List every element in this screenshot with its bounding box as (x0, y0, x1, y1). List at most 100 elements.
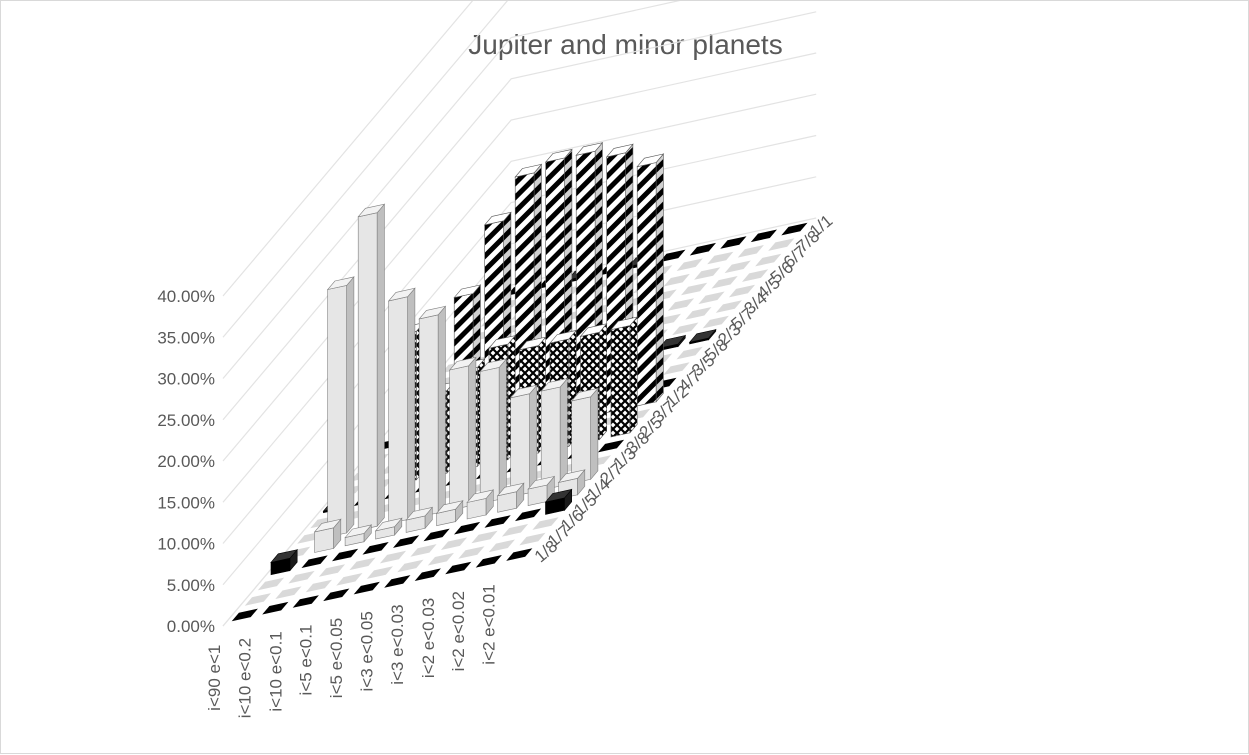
bar (471, 530, 498, 544)
bar (519, 532, 546, 546)
bar (597, 439, 625, 453)
gridline (222, 134, 817, 544)
bar (374, 517, 403, 540)
bar (466, 489, 495, 520)
bar (448, 356, 477, 511)
bar (244, 593, 271, 606)
bar (755, 253, 782, 267)
bar (440, 537, 468, 550)
bar (410, 544, 437, 557)
category-axis-label: i<2 e<0.01 (480, 584, 499, 664)
bar (349, 557, 376, 571)
bar (445, 561, 472, 575)
bar (262, 601, 289, 615)
y-tick-label: 30.00% (157, 370, 215, 389)
gridline (222, 93, 817, 503)
category-axis-label: i<5 e<0.1 (297, 625, 316, 696)
bar (384, 575, 411, 588)
bar (688, 328, 717, 345)
bar (496, 482, 525, 513)
bar (362, 542, 389, 555)
bar (275, 586, 302, 599)
bar (288, 570, 315, 584)
bar (506, 548, 533, 561)
bar (475, 555, 502, 568)
bar (724, 260, 751, 274)
bar (357, 203, 386, 531)
category-axis-label: i<3 e<0.03 (388, 604, 407, 684)
bar (515, 508, 542, 522)
bar (663, 273, 690, 287)
bar (768, 238, 795, 251)
category-axis-label: i<90 e<1 (205, 645, 224, 711)
bar (728, 284, 756, 298)
bar (301, 555, 328, 568)
bar (336, 573, 363, 586)
bar (326, 276, 355, 538)
gridline (222, 1, 681, 379)
bar (681, 282, 708, 296)
bar (387, 287, 416, 524)
y-tick-label: 20.00% (157, 452, 215, 471)
bar (405, 506, 434, 533)
bar (659, 249, 686, 263)
gridline (222, 11, 817, 421)
bar (353, 581, 380, 595)
bar (544, 488, 573, 515)
category-axis-label: i<10 e<0.1 (266, 631, 285, 711)
bar (672, 322, 699, 336)
bar (366, 566, 393, 579)
y-tick-label: 10.00% (157, 535, 215, 554)
bar (414, 568, 441, 581)
bar (454, 521, 481, 535)
bar (332, 548, 359, 562)
bar (610, 316, 639, 438)
bar (484, 515, 511, 528)
bar (663, 362, 690, 375)
bar (702, 315, 729, 329)
bar (570, 387, 599, 484)
bar (257, 577, 285, 591)
bar (658, 334, 687, 351)
bar (397, 559, 424, 573)
category-axis-label: i<2 e<0.02 (449, 591, 468, 671)
bar (488, 539, 515, 553)
bars (270, 141, 717, 576)
bar (501, 524, 529, 537)
bar (318, 564, 346, 577)
gridline (222, 1, 508, 338)
bar (636, 153, 665, 407)
bar (720, 236, 747, 249)
y-tick-label: 40.00% (157, 287, 215, 306)
bar (667, 298, 695, 311)
bar (270, 548, 298, 576)
bar (527, 475, 556, 506)
bar (418, 305, 447, 518)
bar (532, 517, 559, 530)
gridline (222, 1, 474, 297)
bar (292, 595, 319, 608)
y-tick-label: 15.00% (157, 493, 215, 512)
bar (711, 276, 738, 289)
bar (698, 291, 725, 305)
gridline (222, 176, 817, 586)
y-tick-label: 25.00% (157, 411, 215, 430)
bar (323, 588, 350, 602)
bar (676, 346, 703, 360)
bar (707, 251, 734, 265)
bar (427, 552, 454, 566)
bar (750, 229, 777, 243)
category-axis-label: i<10 e<0.2 (236, 638, 255, 718)
bar (676, 258, 703, 271)
bar (435, 499, 464, 527)
bar (781, 222, 808, 236)
bar (742, 269, 769, 282)
bar (231, 608, 258, 622)
bar (458, 546, 485, 559)
y-tick-label: 35.00% (157, 328, 215, 347)
bar (689, 242, 716, 256)
bar (540, 377, 569, 491)
y-tick-label: 0.00% (167, 617, 215, 636)
